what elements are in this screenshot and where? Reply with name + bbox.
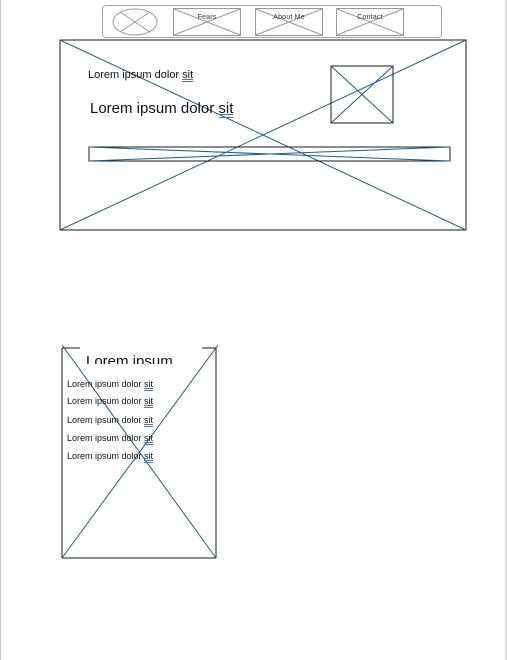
card-line-link[interactable]: sit <box>144 451 154 461</box>
card-placeholder <box>61 344 219 559</box>
card-line-link[interactable]: sit <box>144 433 154 443</box>
card-line: Lorem ipsum dolor sit <box>67 379 154 389</box>
nav-item-label: Contact <box>357 14 383 21</box>
card-line-link[interactable]: sit <box>144 415 154 425</box>
card-line-link[interactable]: sit <box>144 396 154 406</box>
nav-item-label: Fears <box>197 14 217 21</box>
nav-button-placeholder-icon <box>336 8 404 36</box>
card-line: Lorem ipsum dolor sit <box>67 396 154 406</box>
hero-small-text: Lorem ipsum dolor sit <box>88 69 194 81</box>
page-right-edge <box>505 0 507 660</box>
hero-placeholder <box>59 39 467 231</box>
card-line: Lorem ipsum dolor sit <box>67 415 154 425</box>
card-line-link[interactable]: sit <box>144 379 154 389</box>
nav-bar: Fears About Me Contact <box>102 5 442 38</box>
card-line: Lorem ipsum dolor sit <box>67 451 154 461</box>
hero-heading: Lorem ipsum dolor sit <box>90 100 234 117</box>
nav-logo[interactable] <box>111 8 179 36</box>
nav-item-contact[interactable]: Contact <box>336 8 404 36</box>
placeholder-image-icon <box>112 8 158 36</box>
hero-small-link[interactable]: sit <box>182 69 194 81</box>
hero-bar-placeholder <box>88 146 451 162</box>
nav-item-fears[interactable]: Fears <box>173 8 241 36</box>
hero-image-placeholder <box>330 65 394 124</box>
nav-item-about-me[interactable]: About Me <box>255 8 323 36</box>
page-left-edge <box>0 0 1 660</box>
nav-button-placeholder-icon <box>255 8 323 36</box>
nav-button-placeholder-icon <box>173 8 241 36</box>
card-line: Lorem ipsum dolor sit <box>67 433 154 443</box>
nav-item-label: About Me <box>273 14 305 21</box>
card-title: Lorem ipsum <box>86 353 173 364</box>
hero-heading-link[interactable]: sit <box>218 100 234 117</box>
